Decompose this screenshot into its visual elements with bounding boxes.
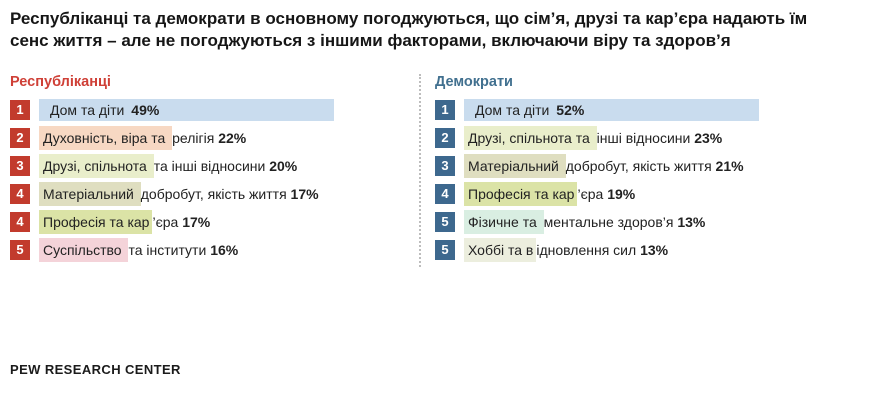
- highlighted-text: Друзі, спільнота: [39, 153, 154, 178]
- column-republicans: Республіканці 1 Дом та діти 49% 2 Духовн…: [10, 74, 419, 267]
- percent-value: 13%: [640, 241, 669, 258]
- list-item: 3 Матеріальний добробут, якість життя 21…: [435, 153, 855, 178]
- item-text: Матеріальний добробут, якість життя 17%: [39, 181, 319, 206]
- highlighted-text: Професія та кар: [39, 209, 153, 234]
- highlighted-text: Дом та діти: [50, 101, 129, 118]
- highlighted-text: Матеріальний: [39, 181, 141, 206]
- item-text: Матеріальний добробут, якість життя 21%: [464, 153, 744, 178]
- republicans-list: 1 Дом та діти 49% 2 Духовність, віра та …: [10, 98, 419, 262]
- rank-badge: 5: [435, 211, 455, 232]
- highlighted-text: Друзі, спільнота та: [464, 125, 597, 150]
- rest-text: ідновлення сил: [536, 241, 641, 258]
- item-text: Дом та діти 52%: [464, 98, 759, 121]
- item-text: Духовність, віра та релігія 22%: [39, 125, 247, 150]
- rank-badge: 5: [435, 239, 455, 260]
- percent-value: 17%: [182, 213, 211, 230]
- source-label: PEW RESEARCH CENTER: [10, 362, 181, 377]
- item-text: Хоббі та в ідновлення сил 13%: [464, 237, 669, 262]
- highlighted-text: Професія та кар: [464, 181, 578, 206]
- list-item: 1 Дом та діти 49%: [10, 98, 419, 121]
- list-item: 2 Духовність, віра та релігія 22%: [10, 125, 419, 150]
- percent-value: 21%: [715, 157, 744, 174]
- rest-text: інші відносини: [596, 129, 695, 146]
- percent-value: 17%: [290, 185, 319, 202]
- item-text: Професія та кар’єра 19%: [464, 181, 636, 206]
- percent-value: 13%: [677, 213, 706, 230]
- rank-badge: 5: [10, 239, 30, 260]
- list-item: 2 Друзі, спільнота та інші відносини 23%: [435, 125, 855, 150]
- highlighted-text: Суспільство: [39, 237, 129, 262]
- percent-value: 22%: [218, 129, 247, 146]
- column-democrats: Демократи 1 Дом та діти 52% 2 Друзі, спі…: [421, 74, 855, 267]
- highlighted-text: Матеріальний: [464, 153, 566, 178]
- percent-value: 52%: [556, 101, 585, 118]
- list-item: 4 Професія та кар’єра 19%: [435, 181, 855, 206]
- percent-value: 49%: [131, 101, 160, 118]
- rank-badge: 2: [10, 127, 30, 148]
- percent-value: 16%: [210, 241, 239, 258]
- item-text: Друзі, спільнота та інші відносини 23%: [464, 125, 723, 150]
- rest-text: ’єра: [152, 213, 183, 230]
- rest-text: ментальне здоров’я: [543, 213, 678, 230]
- list-item: 5 Хоббі та в ідновлення сил 13%: [435, 237, 855, 262]
- list-item: 3 Друзі, спільнота та інші відносини 20%: [10, 153, 419, 178]
- list-item: 5 Суспільство та інститути 16%: [10, 237, 419, 262]
- highlighted-text: Фізичне та: [464, 209, 544, 234]
- column-header-democrats: Демократи: [435, 73, 513, 90]
- rest-text: та інститути: [128, 241, 211, 258]
- rest-text: ’єра: [577, 185, 608, 202]
- list-item: 5 Фізичне та ментальне здоров’я 13%: [435, 209, 855, 234]
- rank-badge: 1: [435, 99, 455, 120]
- rest-text: добробут, якість життя: [565, 157, 716, 174]
- rank-badge: 4: [435, 183, 455, 204]
- chart-title: Республіканці та демократи в основному п…: [10, 9, 808, 51]
- list-item: 4 Матеріальний добробут, якість життя 17…: [10, 181, 419, 206]
- item-text: Друзі, спільнота та інші відносини 20%: [39, 153, 298, 178]
- rank-badge: 3: [10, 155, 30, 176]
- item-text: Дом та діти 49%: [39, 98, 334, 121]
- percent-value: 20%: [269, 157, 298, 174]
- item-text: Суспільство та інститути 16%: [39, 237, 239, 262]
- rank-badge: 1: [10, 99, 30, 120]
- rank-badge: 2: [435, 127, 455, 148]
- highlighted-text: Духовність, віра та: [39, 125, 173, 150]
- democrats-list: 1 Дом та діти 52% 2 Друзі, спільнота та …: [435, 98, 855, 262]
- comparison-columns: Республіканці 1 Дом та діти 49% 2 Духовн…: [0, 73, 870, 267]
- column-header-republicans: Республіканці: [10, 73, 111, 90]
- rank-badge: 3: [435, 155, 455, 176]
- column-divider: [419, 73, 421, 267]
- item-text: Фізичне та ментальне здоров’я 13%: [464, 209, 706, 234]
- percent-value: 23%: [694, 129, 723, 146]
- percent-value: 19%: [607, 185, 636, 202]
- list-item: 1 Дом та діти 52%: [435, 98, 855, 121]
- highlighted-text: Дом та діти: [475, 101, 554, 118]
- rest-text: та інші відносини: [153, 157, 270, 174]
- rest-text: добробут, якість життя: [140, 185, 291, 202]
- list-item: 4 Професія та кар’єра 17%: [10, 209, 419, 234]
- rank-badge: 4: [10, 211, 30, 232]
- highlighted-text: Хоббі та в: [464, 237, 537, 262]
- rest-text: релігія: [172, 129, 219, 146]
- item-text: Професія та кар’єра 17%: [39, 209, 211, 234]
- rank-badge: 4: [10, 183, 30, 204]
